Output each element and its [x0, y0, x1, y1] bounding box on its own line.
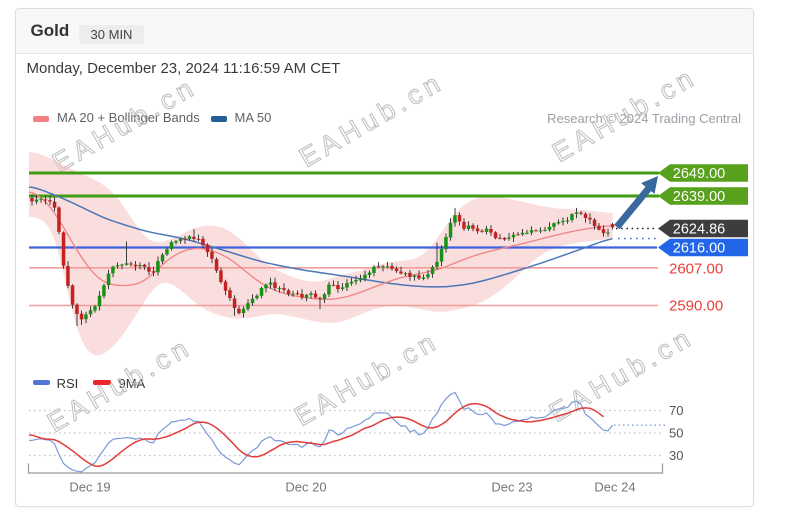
svg-text:2590.00: 2590.00	[669, 297, 723, 314]
svg-text:Dec 24: Dec 24	[594, 480, 635, 495]
svg-text:Dec 19: Dec 19	[69, 480, 110, 495]
svg-text:Dec 20: Dec 20	[285, 480, 326, 495]
svg-text:2624.86: 2624.86	[673, 222, 725, 238]
svg-text:2616.00: 2616.00	[673, 241, 725, 257]
svg-text:Dec 23: Dec 23	[491, 480, 532, 495]
svg-text:2639.00: 2639.00	[673, 189, 725, 205]
svg-text:30: 30	[669, 448, 683, 463]
svg-text:2649.00: 2649.00	[673, 166, 725, 182]
svg-text:70: 70	[669, 403, 683, 418]
svg-text:2607.00: 2607.00	[669, 260, 723, 277]
svg-text:50: 50	[669, 426, 683, 441]
